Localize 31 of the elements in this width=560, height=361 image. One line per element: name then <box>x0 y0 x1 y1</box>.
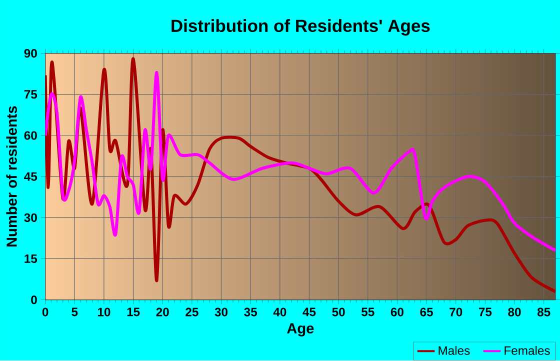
y-tick-label: 30 <box>24 214 37 222</box>
x-tick-label: 55 <box>362 308 374 316</box>
x-tick-label: 45 <box>302 308 316 316</box>
y-axis-title: Number of residents <box>6 106 17 247</box>
x-tick-label: 80 <box>508 308 521 317</box>
legend-label: Males <box>438 346 470 356</box>
y-tick-label: 45 <box>24 172 38 182</box>
x-tick-label: 60 <box>390 308 404 317</box>
x-axis-title: Age <box>287 324 314 337</box>
x-tick-label: 85 <box>537 308 550 317</box>
line-series <box>45 71 556 252</box>
x-tick-label: 25 <box>186 308 198 317</box>
legend-label: Females <box>504 346 550 356</box>
y-tick-label: 15 <box>24 254 38 264</box>
x-tick-label: 65 <box>420 308 433 317</box>
x-tick-label: 10 <box>98 308 110 317</box>
x-tick-label: 0 <box>42 308 48 317</box>
chart-title: Distribution of Residents' Ages <box>172 19 430 36</box>
x-tick-label: 75 <box>478 308 492 316</box>
x-tick-label: 30 <box>214 308 228 317</box>
x-tick-label: 40 <box>273 308 286 317</box>
x-tick-label: 5 <box>72 308 78 316</box>
x-tick-label: 15 <box>127 308 140 316</box>
x-tick-label: 70 <box>450 308 462 317</box>
x-tick-label: 20 <box>156 308 169 317</box>
y-tick-label: 60 <box>24 131 37 140</box>
x-tick-label: 35 <box>244 308 257 317</box>
y-tick-label: 0 <box>31 296 37 304</box>
y-tick-label: 75 <box>24 90 38 99</box>
y-tick-label: 90 <box>24 49 37 58</box>
x-tick-label: 50 <box>332 308 345 317</box>
